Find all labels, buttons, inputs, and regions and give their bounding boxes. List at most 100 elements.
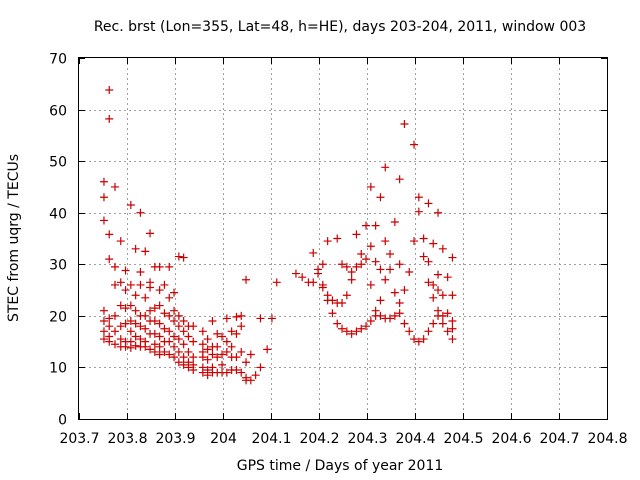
data-point	[328, 296, 337, 305]
data-point	[347, 268, 356, 277]
data-point	[338, 324, 347, 333]
data-point	[99, 177, 108, 186]
data-point	[232, 312, 241, 321]
data-point	[434, 270, 443, 279]
data-point	[357, 249, 366, 258]
data-point	[366, 280, 375, 289]
data-point	[410, 237, 419, 246]
grid-lines	[79, 58, 607, 419]
data-point	[203, 335, 212, 344]
data-point	[448, 324, 457, 333]
data-point	[189, 366, 198, 375]
data-point	[131, 319, 140, 328]
data-point	[357, 324, 366, 333]
data-point	[131, 332, 140, 341]
data-point	[390, 217, 399, 226]
data-point	[116, 335, 125, 344]
data-point	[362, 221, 371, 230]
data-point	[429, 293, 438, 302]
data-point	[263, 345, 272, 354]
data-point	[99, 317, 108, 326]
data-point	[395, 298, 404, 307]
data-point	[338, 298, 347, 307]
data-point	[419, 252, 428, 261]
data-point	[141, 324, 150, 333]
data-point	[222, 337, 231, 346]
x-tick-label: 204.7	[539, 431, 579, 447]
data-point	[419, 335, 428, 344]
x-tick-label: 204.6	[491, 431, 531, 447]
data-point	[314, 269, 323, 278]
data-point	[155, 262, 164, 271]
chart-title: Rec. brst (Lon=355, Lat=48, h=HE), days …	[94, 19, 586, 35]
data-point	[198, 368, 207, 377]
data-point	[126, 327, 135, 336]
data-point	[448, 317, 457, 326]
data-point	[155, 342, 164, 351]
data-point	[256, 314, 265, 323]
data-point	[405, 268, 414, 277]
data-point	[111, 340, 119, 349]
data-point	[170, 353, 179, 362]
data-point	[309, 278, 318, 287]
data-point	[160, 324, 169, 333]
data-point	[150, 347, 159, 356]
y-tick-label: 30	[49, 258, 67, 274]
data-point	[448, 291, 457, 300]
data-point	[150, 304, 159, 313]
data-point	[376, 193, 385, 202]
x-tick-label: 203.9	[155, 431, 195, 447]
data-point	[419, 234, 428, 243]
data-point	[429, 239, 438, 248]
data-point	[237, 311, 246, 320]
data-point	[352, 262, 361, 271]
data-point	[136, 208, 145, 217]
data-point	[342, 262, 351, 271]
data-point	[318, 283, 327, 292]
data-point	[357, 260, 366, 269]
data-point	[105, 337, 114, 346]
y-tick-label: 40	[49, 207, 67, 223]
data-point	[438, 291, 447, 300]
data-point	[131, 341, 140, 350]
data-point	[160, 309, 169, 318]
data-point	[400, 286, 409, 295]
data-point	[376, 296, 385, 305]
data-point	[150, 340, 159, 349]
data-point	[116, 237, 125, 246]
data-point	[136, 322, 145, 331]
data-point	[99, 335, 108, 344]
data-point	[121, 286, 130, 295]
data-point	[99, 193, 108, 202]
data-point	[347, 275, 356, 284]
data-point	[126, 343, 135, 352]
data-point	[333, 234, 342, 243]
data-point	[105, 322, 114, 331]
data-point	[362, 322, 371, 331]
y-tick-label: 20	[49, 310, 67, 326]
data-point	[342, 327, 351, 336]
data-point	[395, 175, 404, 184]
data-point	[352, 230, 361, 239]
data-point	[395, 309, 404, 318]
data-point	[179, 327, 188, 336]
data-point	[362, 255, 371, 264]
data-point	[232, 329, 241, 338]
data-point	[443, 327, 452, 336]
data-point	[131, 291, 140, 300]
data-point	[179, 253, 188, 262]
data-point	[126, 317, 135, 326]
x-tick-label: 204.1	[251, 431, 291, 447]
data-point	[198, 327, 207, 336]
data-point	[443, 273, 452, 282]
data-point	[105, 230, 114, 239]
data-point	[179, 353, 188, 362]
data-point	[222, 314, 231, 323]
data-point	[443, 309, 452, 318]
data-point	[189, 353, 198, 362]
data-point	[218, 332, 227, 341]
axis-ticks	[79, 58, 608, 420]
data-point	[267, 314, 276, 323]
data-point	[366, 317, 375, 326]
